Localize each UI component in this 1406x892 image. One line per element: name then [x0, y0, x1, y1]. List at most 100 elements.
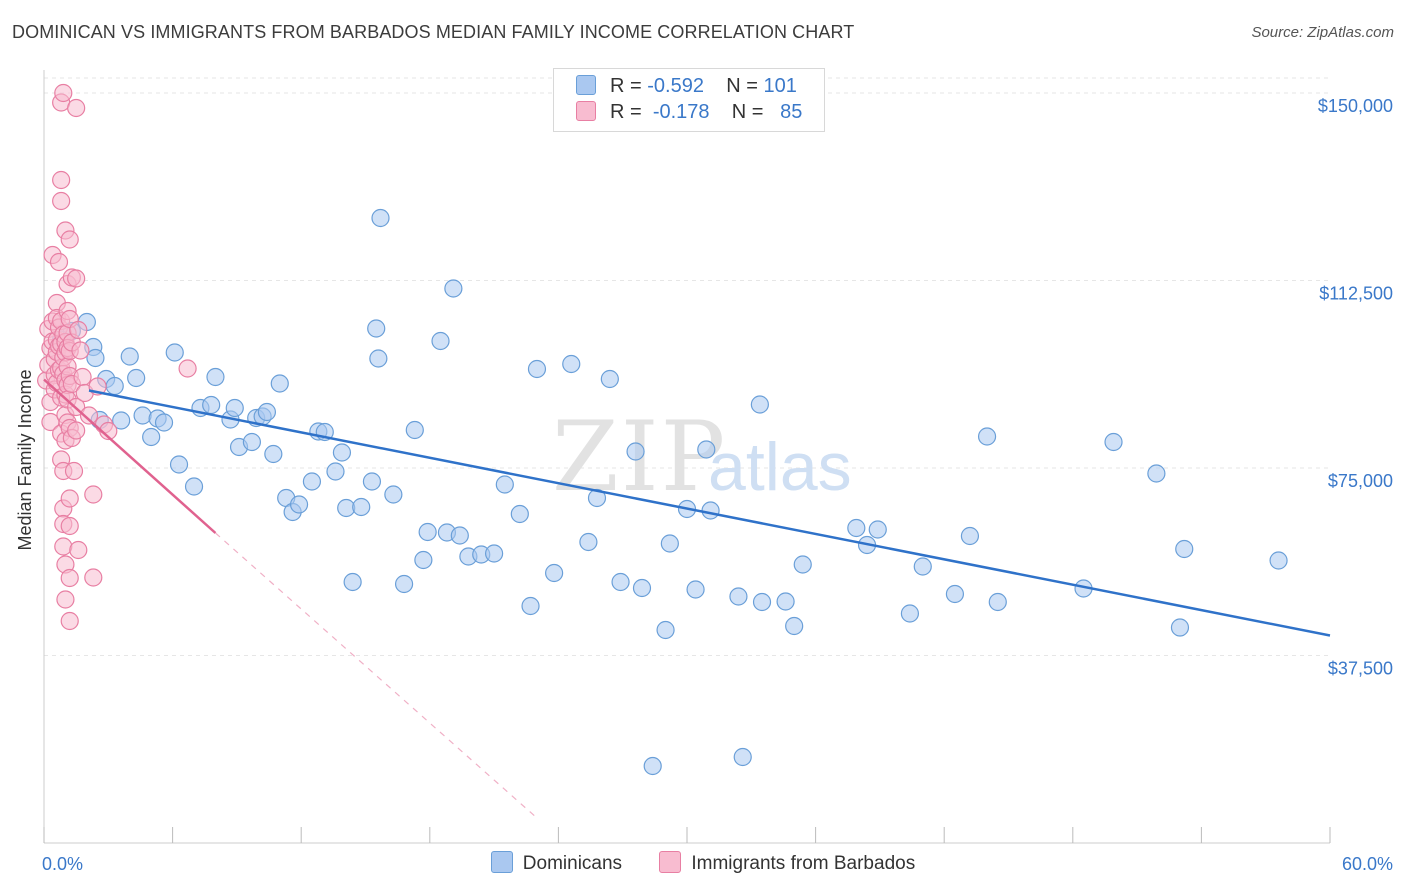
data-point: [1175, 539, 1194, 559]
data-point: [660, 534, 679, 553]
legend-label: Immigrants from Barbados: [691, 853, 916, 874]
data-point: [418, 522, 437, 542]
data-point: [697, 440, 716, 459]
data-point: [656, 620, 675, 640]
trend-line: [88, 389, 1331, 637]
data-point: [785, 616, 804, 636]
data-point: [527, 359, 547, 379]
data-point: [1104, 432, 1123, 452]
data-point: [600, 369, 619, 389]
legend-swatch-dominicans: [576, 75, 596, 95]
data-point: [913, 557, 932, 576]
data-point: [264, 444, 283, 464]
y-axis-label: Median Family Income: [15, 369, 35, 550]
data-point: [847, 518, 866, 538]
data-point: [142, 427, 161, 447]
data-point: [154, 413, 174, 432]
data-point: [127, 368, 146, 388]
data-point: [202, 395, 221, 415]
data-point: [52, 170, 71, 190]
data-point: [60, 489, 79, 508]
r-label: R =: [610, 101, 642, 123]
data-point: [701, 501, 720, 520]
correlation-legend: R = -0.592 N = 101 R = -0.178 N = 85: [553, 68, 825, 132]
data-point: [206, 367, 225, 387]
legend-item-barbados: Immigrants from Barbados: [659, 851, 915, 875]
data-point: [1269, 551, 1288, 570]
data-point: [750, 395, 769, 414]
n-value: 85: [780, 101, 803, 123]
data-point: [270, 374, 289, 393]
data-point: [521, 596, 540, 616]
data-point: [510, 504, 529, 524]
data-point: [54, 537, 73, 556]
data-point: [184, 477, 204, 496]
data-point: [729, 587, 748, 606]
source-label: Source: ZipAtlas.com: [1251, 24, 1394, 41]
data-point: [60, 230, 79, 249]
data-point: [367, 319, 386, 338]
data-point: [611, 572, 630, 592]
data-point: [431, 331, 450, 351]
data-point: [362, 472, 382, 491]
data-point: [776, 592, 795, 611]
y-tick-label: $150,000: [1318, 96, 1393, 116]
data-point: [165, 343, 184, 362]
data-point: [326, 462, 345, 481]
data-point: [793, 555, 812, 574]
data-point: [977, 427, 997, 446]
y-tick-labels: $37,500 $75,000 $112,500 $150,000: [1318, 96, 1393, 679]
data-point: [67, 421, 86, 440]
data-point: [960, 526, 980, 546]
data-point: [868, 520, 887, 539]
data-point: [60, 516, 79, 536]
data-point: [343, 572, 362, 592]
data-point: [178, 359, 197, 378]
data-point: [405, 420, 424, 440]
data-point: [79, 406, 99, 425]
x-tick-label-min: 0.0%: [42, 854, 83, 874]
data-point: [394, 574, 414, 594]
chart-title: DOMINICAN VS IMMIGRANTS FROM BARBADOS ME…: [12, 22, 855, 42]
data-point: [1170, 618, 1190, 637]
data-point: [60, 568, 79, 588]
legend-row-dominicans: R = -0.592 N = 101: [576, 75, 797, 101]
r-value: -0.592: [647, 75, 704, 97]
trend-lines: [43, 378, 1331, 819]
data-point: [545, 563, 564, 583]
data-point: [371, 208, 390, 228]
data-point: [579, 532, 598, 552]
data-point: [49, 252, 69, 272]
r-value: -0.178: [652, 101, 710, 123]
data-point: [337, 498, 356, 518]
data-point: [587, 488, 607, 508]
data-point: [225, 398, 244, 418]
data-point: [67, 98, 86, 118]
data-point: [54, 83, 73, 103]
data-point: [302, 472, 322, 491]
series-legend: Dominicans Immigrants from Barbados: [0, 851, 1406, 875]
legend-item-dominicans: Dominicans: [490, 851, 622, 875]
data-point: [73, 367, 92, 387]
legend-swatch-dominicans: [490, 851, 513, 873]
data-point: [900, 604, 920, 623]
data-point: [60, 611, 79, 631]
data-point: [686, 580, 705, 599]
data-point: [64, 461, 84, 481]
data-point: [945, 584, 965, 604]
n-value: 101: [763, 75, 797, 97]
data-point: [369, 349, 388, 368]
data-point: [1147, 464, 1166, 483]
n-label: N =: [726, 75, 758, 97]
data-point: [414, 550, 433, 570]
data-point: [120, 347, 139, 366]
data-point: [56, 590, 75, 609]
data-point: [632, 578, 652, 598]
data-point: [384, 485, 403, 504]
series-dominicans: [52, 208, 1288, 776]
data-point: [169, 455, 189, 474]
legend-row-barbados: R = -0.178 N = 85: [576, 101, 802, 127]
data-point: [86, 348, 105, 368]
data-point: [69, 540, 88, 560]
